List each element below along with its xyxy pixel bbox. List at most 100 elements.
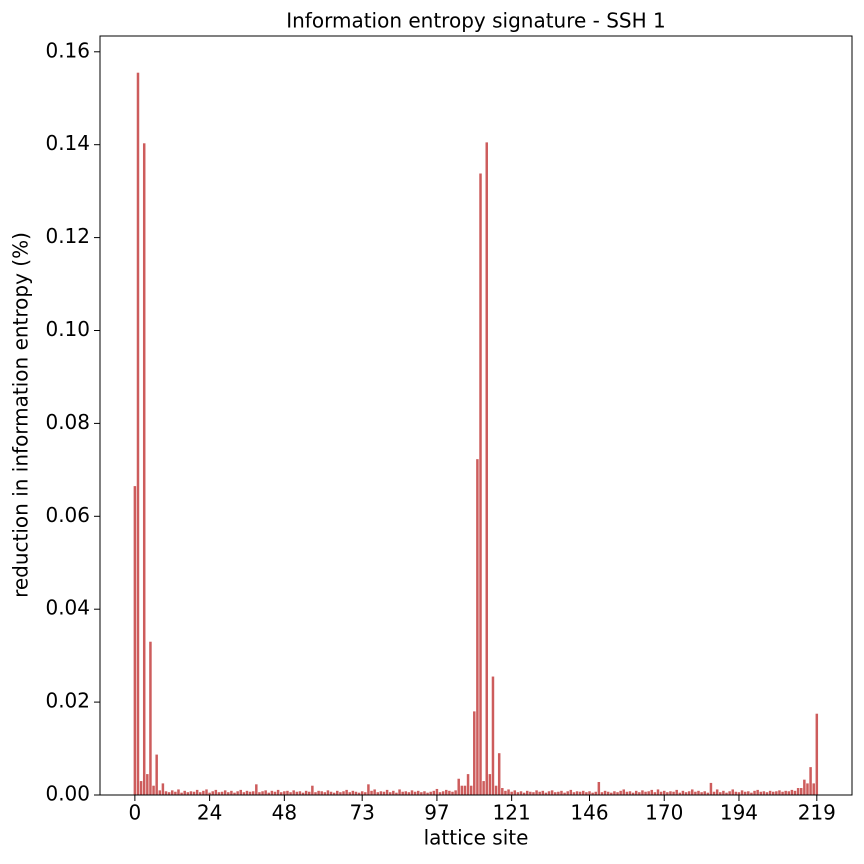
y-tick-label: 0.08 xyxy=(45,410,90,434)
bar xyxy=(429,791,432,795)
bar xyxy=(357,792,361,795)
bar xyxy=(301,792,305,795)
bar xyxy=(768,790,772,795)
bar xyxy=(158,790,162,795)
bar xyxy=(672,791,675,795)
bar xyxy=(186,792,190,795)
x-tick-label: 194 xyxy=(720,801,758,825)
bar xyxy=(675,789,678,795)
bar xyxy=(183,790,186,795)
bar xyxy=(790,789,794,795)
bar xyxy=(161,783,165,795)
bar xyxy=(248,791,252,795)
x-tick-label: 219 xyxy=(798,801,836,825)
bar xyxy=(336,790,339,795)
bar xyxy=(606,791,610,795)
bar xyxy=(460,785,464,795)
bar xyxy=(413,791,417,795)
bar xyxy=(719,792,722,795)
bar xyxy=(180,792,183,795)
bar xyxy=(815,713,819,795)
bar xyxy=(426,792,429,795)
bar xyxy=(803,779,806,795)
bar xyxy=(255,784,258,795)
bar xyxy=(479,173,482,795)
x-axis-label: lattice site xyxy=(424,826,529,850)
bar xyxy=(314,792,317,795)
bar xyxy=(311,785,314,795)
bar xyxy=(747,791,750,795)
bar xyxy=(625,791,629,795)
bar xyxy=(806,783,809,795)
bar xyxy=(345,789,348,795)
bar xyxy=(728,791,731,795)
bar xyxy=(373,789,376,795)
bar xyxy=(781,791,784,795)
bar xyxy=(650,789,654,795)
bar xyxy=(796,788,800,795)
bar xyxy=(276,789,280,795)
bar xyxy=(379,791,383,795)
bar xyxy=(641,790,644,795)
bar xyxy=(304,790,308,795)
bar xyxy=(438,792,442,795)
bar xyxy=(445,789,448,795)
bar xyxy=(525,790,529,795)
chart-title: Information entropy signature - SSH 1 xyxy=(286,9,666,33)
bar xyxy=(501,788,504,795)
bar xyxy=(647,791,650,795)
bar xyxy=(756,789,759,795)
bar xyxy=(522,792,526,795)
bar xyxy=(164,791,168,795)
bar xyxy=(597,781,601,795)
bar xyxy=(550,790,554,795)
bar xyxy=(392,790,395,795)
bar xyxy=(326,790,330,795)
bar xyxy=(684,792,688,795)
bar xyxy=(715,789,719,795)
bar xyxy=(725,792,728,795)
bar xyxy=(532,792,535,795)
y-tick-label: 0.02 xyxy=(45,689,90,713)
bar xyxy=(342,791,345,795)
bar xyxy=(582,790,585,795)
bar xyxy=(404,791,408,795)
bar xyxy=(339,792,342,795)
bar xyxy=(317,790,320,795)
bar xyxy=(603,790,607,795)
x-tick-label: 170 xyxy=(645,801,683,825)
bar xyxy=(354,791,358,795)
bar xyxy=(759,791,763,795)
bar xyxy=(227,792,230,795)
x-tick-label: 146 xyxy=(570,801,608,825)
bar xyxy=(454,790,457,795)
bar xyxy=(174,791,177,795)
bar xyxy=(659,791,663,795)
bar xyxy=(466,774,470,795)
x-tick-label: 73 xyxy=(349,801,374,825)
bar xyxy=(195,789,199,795)
bar xyxy=(666,792,669,795)
bar xyxy=(258,792,261,795)
bar xyxy=(700,792,703,795)
bar xyxy=(167,792,171,795)
bar xyxy=(634,790,638,795)
y-tick-label: 0.06 xyxy=(45,503,90,527)
bar xyxy=(420,792,423,795)
bar xyxy=(762,791,766,795)
bar xyxy=(743,791,747,795)
bar xyxy=(367,784,370,795)
bar xyxy=(644,791,647,795)
x-tick-label: 121 xyxy=(493,801,531,825)
bar xyxy=(535,790,538,795)
bar xyxy=(569,789,573,795)
bar xyxy=(616,792,619,795)
bar xyxy=(575,791,579,795)
x-tick-label: 97 xyxy=(424,801,449,825)
bar xyxy=(491,676,495,795)
bar xyxy=(656,789,660,795)
bar xyxy=(435,788,439,795)
bar xyxy=(591,792,594,795)
bar xyxy=(541,790,545,795)
bar xyxy=(329,791,333,795)
